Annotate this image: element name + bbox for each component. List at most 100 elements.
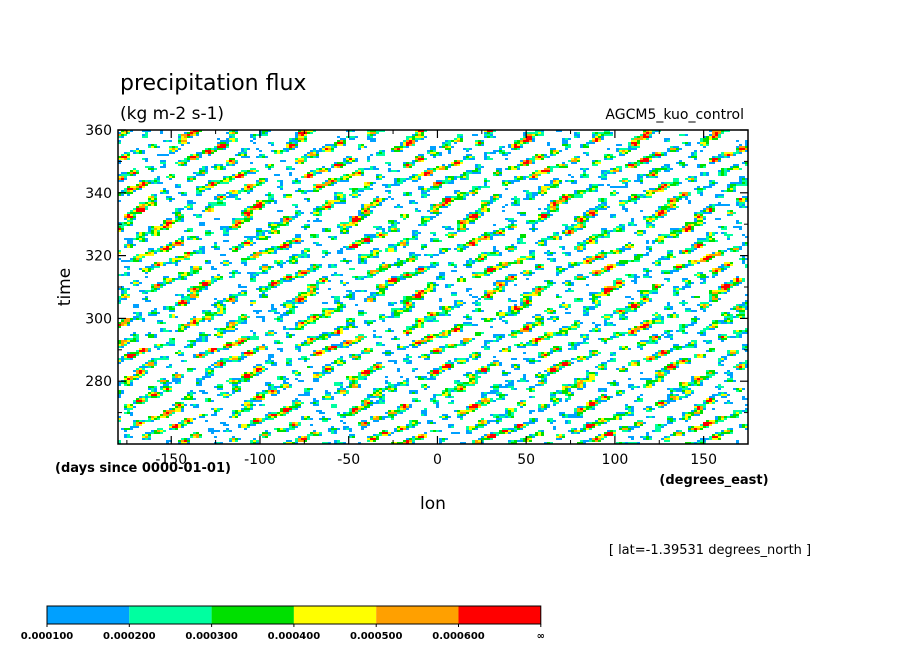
- heatmap-cell: [481, 186, 490, 188]
- heatmap-cell: [211, 204, 226, 206]
- heatmap-cell: [505, 246, 508, 248]
- heatmap-cell: [604, 268, 607, 270]
- heatmap-cell: [358, 256, 361, 258]
- heatmap-cell: [388, 244, 394, 246]
- heatmap-cell: [454, 300, 457, 302]
- heatmap-cell: [403, 304, 406, 306]
- heatmap-cell: [484, 134, 490, 136]
- heatmap-cell: [541, 268, 544, 270]
- heatmap-cell: [550, 202, 553, 204]
- heatmap-cell: [526, 142, 529, 144]
- heatmap-cell: [538, 286, 541, 288]
- heatmap-cell: [583, 172, 586, 174]
- heatmap-cell: [142, 152, 145, 154]
- heatmap-cell: [634, 162, 637, 164]
- heatmap-cell: [166, 222, 172, 224]
- heatmap-cell: [289, 240, 292, 242]
- heatmap-cell: [484, 184, 487, 186]
- heatmap-cell: [721, 252, 724, 254]
- heatmap-cell: [700, 174, 703, 176]
- heatmap-cell: [316, 236, 319, 238]
- heatmap-cell: [514, 176, 517, 178]
- heatmap-cell: [496, 168, 502, 170]
- heatmap-cell: [745, 264, 748, 266]
- heatmap-cell: [190, 230, 193, 232]
- heatmap-cell: [121, 136, 124, 138]
- heatmap-cell: [700, 150, 703, 152]
- heatmap-cell: [367, 130, 370, 132]
- heatmap-cell: [385, 250, 388, 252]
- heatmap-cell: [277, 284, 280, 286]
- heatmap-cell: [508, 306, 511, 308]
- heatmap-cell: [226, 264, 229, 266]
- heatmap-cell: [418, 322, 421, 324]
- heatmap-cell: [316, 318, 319, 320]
- heatmap-cell: [124, 272, 127, 274]
- heatmap-cell: [172, 176, 175, 178]
- heatmap-cell: [322, 148, 325, 150]
- heatmap-cell: [322, 252, 325, 254]
- heatmap-cell: [433, 264, 436, 266]
- heatmap-cell: [208, 180, 211, 182]
- heatmap-cell: [697, 192, 700, 194]
- heatmap-cell: [388, 284, 394, 286]
- heatmap-cell: [667, 250, 670, 252]
- heatmap-cell: [313, 152, 316, 154]
- heatmap-cell: [673, 294, 676, 296]
- heatmap-cell: [358, 188, 370, 190]
- heatmap-cell: [592, 300, 595, 302]
- heatmap-cell: [700, 210, 703, 212]
- heatmap-cell: [127, 296, 130, 298]
- heatmap-cell: [220, 304, 223, 306]
- heatmap-cell: [319, 170, 325, 172]
- heatmap-cell: [133, 306, 139, 308]
- heatmap-cell: [661, 184, 664, 186]
- heatmap-cell: [619, 148, 628, 150]
- heatmap-cell: [745, 266, 748, 268]
- heatmap-cell: [697, 142, 700, 144]
- heatmap-cell: [178, 136, 181, 138]
- heatmap-cell: [472, 296, 478, 298]
- heatmap-cell: [673, 180, 679, 182]
- heatmap-cell: [475, 272, 484, 274]
- heatmap-cell: [460, 176, 463, 178]
- heatmap-cell: [247, 214, 250, 216]
- heatmap-cell: [727, 154, 730, 156]
- heatmap-cell: [157, 320, 163, 322]
- heatmap-cell: [133, 260, 139, 262]
- heatmap-cell: [628, 142, 631, 144]
- heatmap-cell: [595, 160, 598, 162]
- heatmap-cell: [244, 210, 247, 212]
- heatmap-cell: [391, 310, 394, 312]
- heatmap-cell: [487, 252, 490, 254]
- heatmap-cell: [202, 284, 208, 286]
- heatmap-cell: [406, 244, 409, 246]
- heatmap-cell: [184, 132, 187, 134]
- heatmap-cell: [142, 184, 145, 186]
- heatmap-cell: [373, 254, 376, 256]
- heatmap-cell: [691, 250, 694, 252]
- heatmap-cell: [232, 132, 235, 134]
- heatmap-cell: [562, 306, 565, 308]
- heatmap-cell: [712, 234, 715, 236]
- heatmap-cell: [490, 252, 496, 254]
- heatmap-cell: [238, 284, 241, 286]
- heatmap-cell: [223, 228, 226, 230]
- heatmap-cell: [523, 292, 529, 294]
- heatmap-cell: [553, 200, 556, 202]
- heatmap-cell: [721, 284, 724, 286]
- heatmap-cell: [223, 148, 226, 150]
- heatmap-cell: [412, 254, 415, 256]
- heatmap-cell: [304, 322, 307, 324]
- heatmap-cell: [721, 154, 724, 156]
- heatmap-cell: [379, 318, 385, 320]
- heatmap-cell: [313, 264, 316, 266]
- heatmap-cell: [193, 322, 196, 324]
- heatmap-cell: [409, 144, 412, 146]
- heatmap-cell: [454, 178, 457, 180]
- heatmap-cell: [538, 322, 541, 324]
- heatmap-cell: [631, 260, 634, 262]
- heatmap-cell: [586, 154, 589, 156]
- heatmap-cell: [559, 306, 562, 308]
- heatmap-cell: [238, 224, 241, 226]
